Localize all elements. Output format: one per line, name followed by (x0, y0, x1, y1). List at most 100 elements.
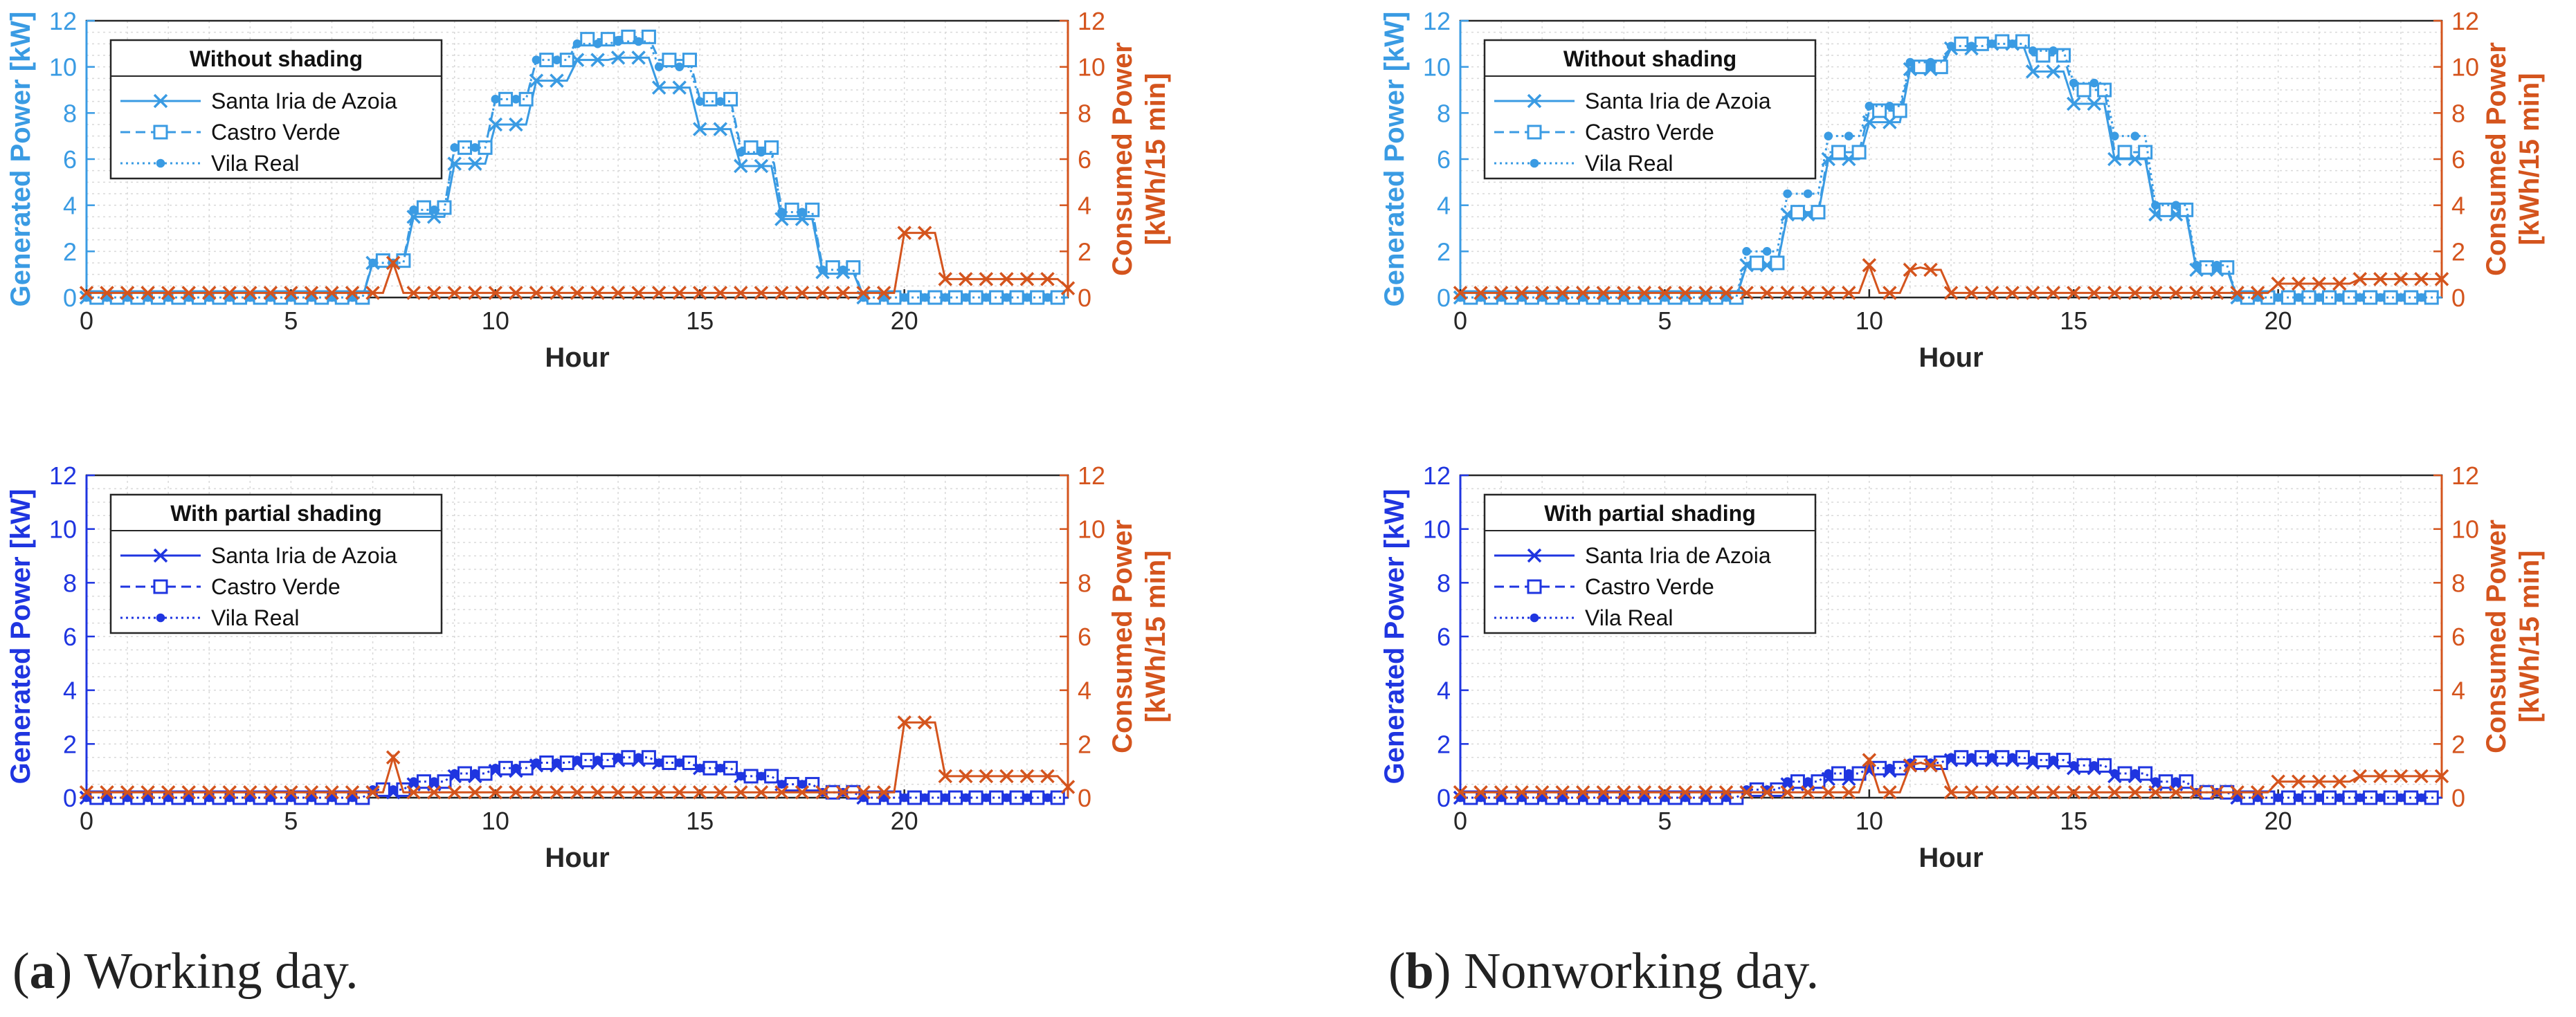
data-point (2334, 293, 2344, 302)
data-point (2355, 793, 2365, 803)
y-tick-label-left: 8 (63, 99, 77, 127)
consumed-point (1943, 785, 1959, 800)
y-axis-label-right-2: [kWh/15 min] (2514, 551, 2545, 723)
data-point (593, 755, 602, 764)
data-point (2117, 145, 2132, 160)
x-tick-label: 15 (2060, 807, 2087, 835)
data-point (981, 293, 991, 302)
data-point (754, 158, 769, 174)
consumed-point (754, 286, 769, 300)
x-tick-label: 20 (891, 807, 918, 835)
data-point (662, 755, 677, 771)
legend-marker (1527, 125, 1542, 140)
y-tick-label-left: 6 (1437, 145, 1451, 174)
data-point (1824, 769, 1833, 778)
consumed-point (876, 286, 891, 300)
consumed-point (979, 769, 994, 784)
data-point (2294, 793, 2303, 803)
consumed-point (1800, 286, 1815, 300)
consumed-point (284, 286, 298, 300)
consumed-point (1576, 785, 1590, 800)
legend-entry-label: Santa Iria de Azoia (1585, 89, 1771, 113)
data-point (511, 95, 520, 104)
consumed-point (1494, 286, 1509, 300)
data-point (2110, 131, 2119, 140)
y-tick-label-left: 10 (1423, 515, 1451, 544)
data-point (756, 771, 766, 781)
consumed-point (2393, 769, 2409, 784)
data-point (641, 750, 656, 765)
consumed-point (1759, 785, 1775, 800)
x-tick-label: 10 (482, 807, 509, 835)
data-point (559, 755, 574, 771)
data-point (2383, 790, 2398, 805)
data-point (613, 37, 623, 46)
consumed-point (2373, 272, 2388, 286)
consumed-point (1637, 286, 1652, 300)
consumed-point (1637, 785, 1652, 800)
legend-marker (153, 548, 168, 563)
y-tick-label-right: 4 (2451, 677, 2465, 705)
y-tick-label-left: 2 (1437, 237, 1451, 266)
consumed-point (631, 286, 646, 300)
data-point (2322, 290, 2337, 305)
data-point (2087, 96, 2102, 111)
consumed-point (734, 286, 748, 300)
data-point (447, 156, 462, 171)
consumed-point (447, 785, 462, 800)
data-point (1892, 103, 1907, 118)
consumed-point (2209, 286, 2224, 300)
x-tick-label: 0 (1453, 807, 1467, 835)
gridlines (1460, 475, 2442, 798)
consumed-point (1821, 286, 1835, 300)
y-tick-label-left: 10 (49, 53, 77, 82)
data-point (825, 260, 840, 275)
x-tick-label: 0 (80, 306, 93, 335)
y-tick-label-right: 10 (2451, 515, 2479, 544)
data-point (2334, 793, 2344, 803)
data-point (532, 55, 541, 64)
consumed-point (2312, 774, 2326, 789)
consumed-point (2393, 272, 2409, 286)
data-point (2089, 78, 2099, 88)
consumed-point (1617, 286, 1631, 300)
data-point (713, 122, 728, 136)
consumed-point (181, 785, 196, 800)
consumed-point (2434, 769, 2449, 784)
y-tick-label-left: 4 (63, 192, 77, 220)
data-point (491, 763, 500, 773)
consumed-point (365, 785, 380, 800)
consumed-point (795, 785, 810, 800)
data-point (968, 290, 983, 305)
data-point (2376, 293, 2385, 302)
data-point (2212, 261, 2222, 270)
data-point (1770, 255, 1785, 271)
consumed-point (2250, 286, 2265, 300)
data-point (518, 91, 534, 107)
legend-marker (153, 93, 168, 109)
consumed-point (2291, 774, 2306, 789)
consumed-point (979, 272, 994, 286)
y-tick-label-left: 0 (1437, 784, 1451, 812)
legend-entry-label: Santa Iria de Azoia (1585, 543, 1771, 568)
data-point (1002, 293, 1011, 302)
consumed-point (2312, 276, 2326, 291)
consumed-point (693, 286, 707, 300)
data-point (1995, 34, 2010, 49)
data-point (550, 73, 564, 88)
consumed-point (1040, 272, 1055, 286)
data-point (631, 51, 646, 65)
consumed-point (2414, 769, 2429, 784)
x-tick-label: 5 (1658, 306, 1671, 335)
data-point (2067, 96, 2081, 111)
data-point (1043, 293, 1052, 302)
consumed-point (1964, 286, 1979, 300)
consumed-point (815, 785, 830, 800)
data-point (1043, 793, 1052, 803)
data-point (961, 793, 970, 803)
consumed-point (999, 272, 1014, 286)
consumed-point (959, 769, 973, 784)
consumed-point (1984, 785, 1999, 800)
data-point (2110, 769, 2119, 778)
